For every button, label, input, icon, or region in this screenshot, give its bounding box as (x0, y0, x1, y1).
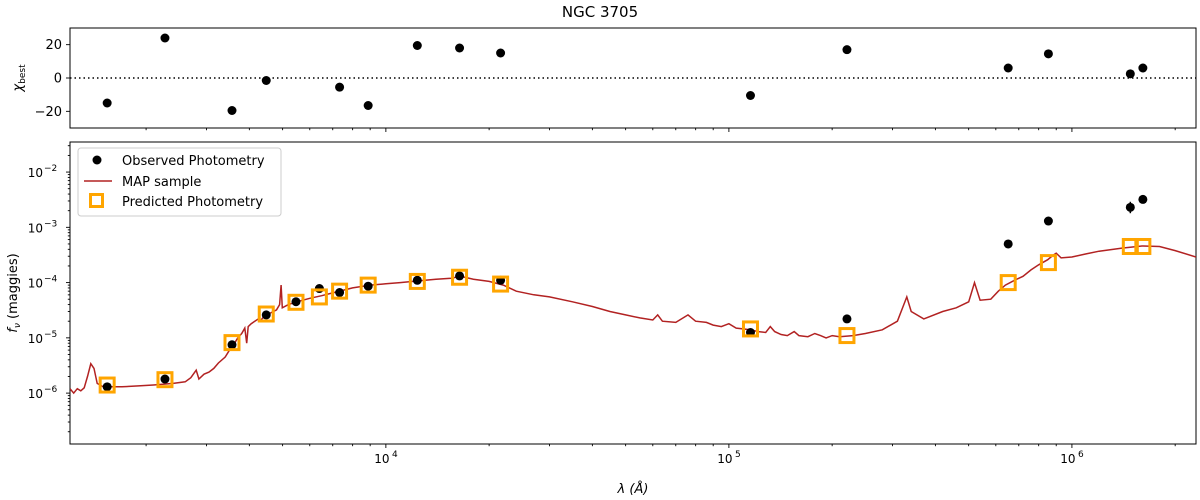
sed-y-ticks: 10−610−510−410−310−2 (28, 145, 70, 433)
observed-point (363, 281, 373, 291)
residual-point (1003, 63, 1013, 73)
observed-point (412, 275, 422, 285)
x-tick-label: 10 (374, 452, 389, 466)
y-tick-label: 10 (28, 387, 43, 401)
observed-point (102, 382, 112, 392)
residual-point (412, 41, 422, 50)
observed-photometry-points (102, 194, 1148, 392)
predicted-point (223, 334, 241, 352)
y-tick-label-exponent: −6 (44, 385, 58, 395)
observed-point (842, 314, 852, 324)
residual-point (1043, 49, 1053, 59)
predicted-photometry-markers (98, 237, 1152, 394)
legend-observed-marker (92, 155, 102, 165)
y-tick-label: 10 (28, 277, 43, 291)
residual-panel: −20 0 20 χbest (11, 27, 1197, 132)
legend: Observed Photometry MAP sample Predicted… (77, 147, 282, 217)
legend-map-label: MAP sample (122, 175, 201, 190)
y-tick-label-exponent: −4 (44, 275, 58, 285)
observed-point (1138, 194, 1148, 204)
y-tick-label: −20 (35, 105, 62, 120)
sed-y-label: fν (maggies) (6, 253, 23, 332)
residual-points (102, 33, 1148, 115)
sed-panel: 10−610−510−410−310−2 10 4 10 5 10 6 fν (maggi… (6, 141, 1197, 497)
y-tick-label-exponent: −2 (44, 164, 57, 174)
y-tick-label: 10 (28, 332, 43, 346)
y-tick-label-exponent: −3 (44, 219, 57, 229)
predicted-point (1039, 254, 1057, 272)
residual-y-ticks: −20 0 20 (35, 38, 70, 120)
observed-point (335, 288, 345, 298)
predicted-point (1134, 237, 1152, 255)
observed-point (160, 374, 170, 384)
predicted-point (98, 376, 116, 394)
residual-point (335, 82, 345, 92)
observed-point (227, 340, 237, 350)
observed-point (1003, 239, 1013, 249)
residual-point (363, 101, 373, 110)
y-tick-label-exponent: −5 (44, 330, 57, 340)
sed-x-ticks: 10 4 10 5 10 6 (145, 444, 1176, 466)
residual-point (261, 76, 271, 85)
residual-point (496, 48, 506, 58)
observed-point (455, 271, 465, 281)
residual-point (745, 91, 755, 100)
residual-point (1138, 63, 1148, 73)
residual-point (227, 106, 237, 115)
residual-x-ticks (145, 128, 1176, 132)
predicted-point (741, 320, 759, 338)
predicted-point (838, 327, 856, 345)
y-tick-label: 10 (28, 166, 43, 180)
x-tick-label: 10 (1060, 452, 1075, 466)
x-tick-label-exponent: 6 (1078, 450, 1084, 460)
predicted-point (287, 293, 305, 311)
predicted-point (156, 371, 174, 389)
legend-predicted-marker (89, 193, 104, 208)
predicted-point (331, 282, 349, 300)
x-tick-label: 10 (717, 452, 732, 466)
predicted-point (359, 276, 377, 294)
observed-point (261, 310, 271, 320)
y-tick-label: 0 (54, 72, 62, 87)
predicted-point (451, 268, 469, 286)
predicted-point (257, 305, 275, 323)
residual-point (1125, 69, 1135, 79)
predicted-point (999, 274, 1017, 292)
residual-y-label: χbest (11, 64, 28, 93)
x-tick-label-exponent: 5 (735, 450, 741, 460)
map-sample-line (70, 245, 1196, 395)
predicted-point (408, 272, 426, 290)
residual-point (160, 33, 170, 43)
residual-point (455, 43, 465, 53)
residual-point (102, 98, 112, 108)
observed-point (1043, 216, 1053, 226)
y-tick-label: 20 (45, 38, 62, 53)
predicted-point (492, 275, 510, 293)
chart-title: NGC 3705 (562, 3, 638, 21)
predicted-point (310, 288, 328, 306)
legend-observed-label: Observed Photometry (122, 154, 265, 169)
observed-point (291, 297, 301, 307)
sed-x-label: λ (Å) (617, 481, 649, 497)
observed-point (1125, 202, 1135, 212)
y-tick-label: 10 (28, 221, 43, 235)
residual-point (842, 45, 852, 55)
legend-predicted-label: Predicted Photometry (122, 195, 263, 210)
x-tick-label-exponent: 4 (392, 450, 398, 460)
